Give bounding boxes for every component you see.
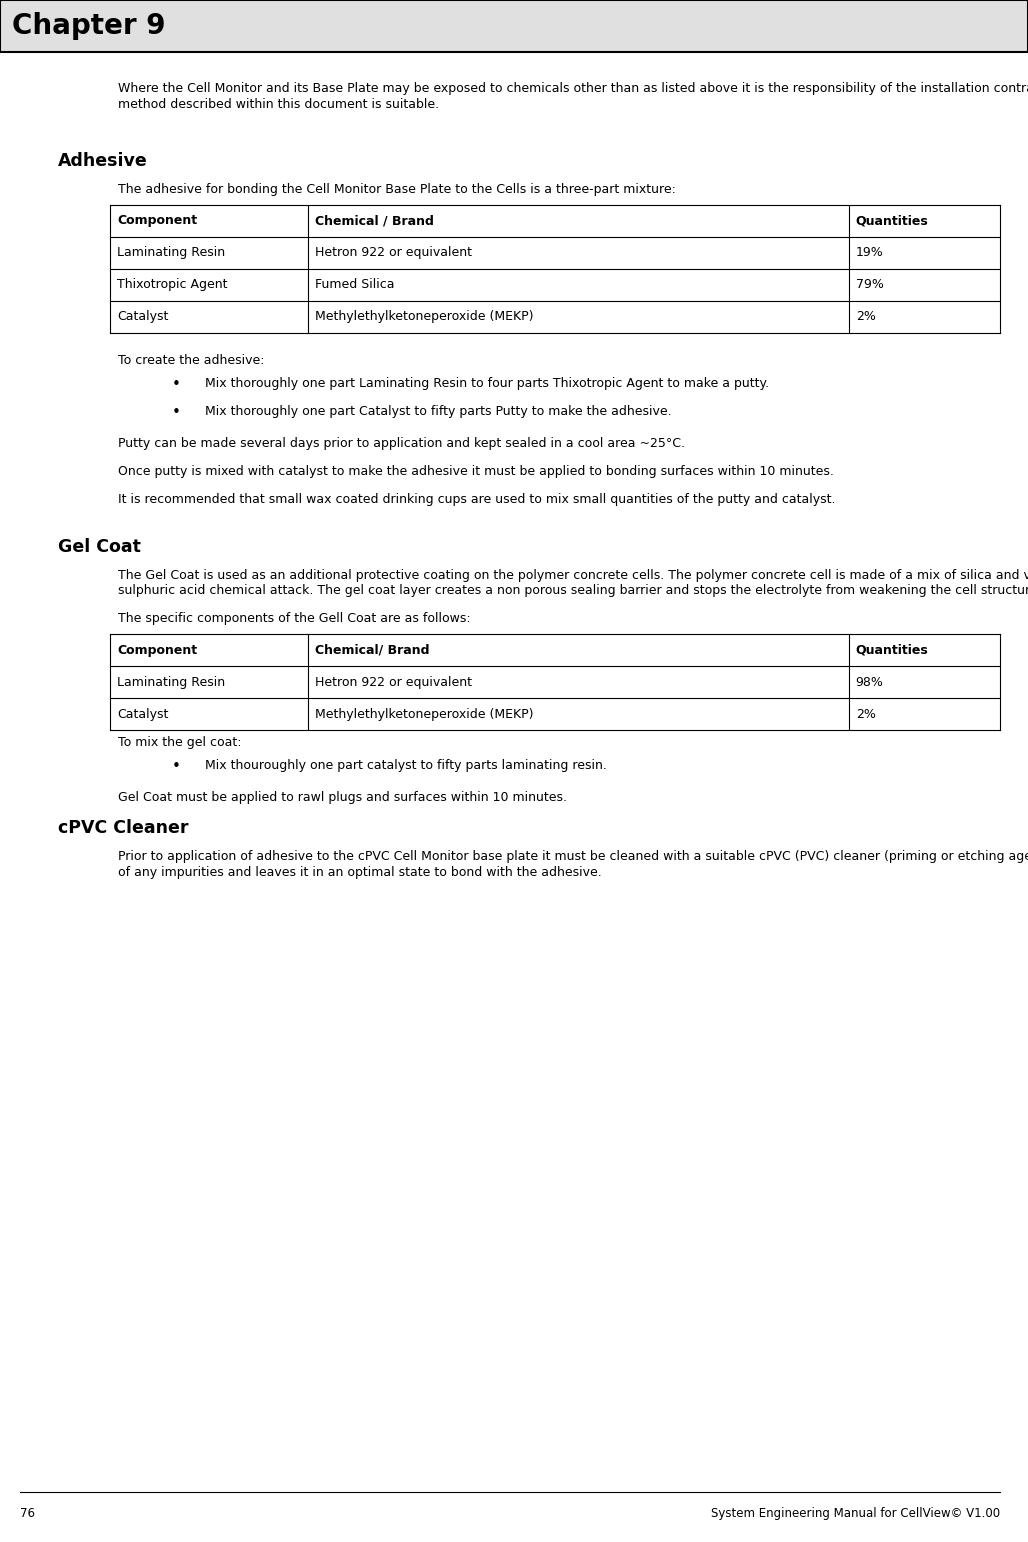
Text: The adhesive for bonding the Cell Monitor Base Plate to the Cells is a three-par: The adhesive for bonding the Cell Monito… xyxy=(118,183,675,196)
Text: Adhesive: Adhesive xyxy=(58,151,148,170)
Text: cPVC Cleaner: cPVC Cleaner xyxy=(58,819,188,837)
Text: To mix the gel coat:: To mix the gel coat: xyxy=(118,736,242,749)
Text: 76: 76 xyxy=(20,1507,35,1520)
Text: 2%: 2% xyxy=(855,310,876,322)
Text: Where the Cell Monitor and its Base Plate may be exposed to chemicals other than: Where the Cell Monitor and its Base Plat… xyxy=(118,82,1028,96)
Text: Laminating Resin: Laminating Resin xyxy=(117,247,225,259)
Text: sulphuric acid chemical attack. The gel coat layer creates a non porous sealing : sulphuric acid chemical attack. The gel … xyxy=(118,584,1028,597)
Text: Hetron 922 or equivalent: Hetron 922 or equivalent xyxy=(315,247,472,259)
Text: Quantities: Quantities xyxy=(855,643,928,657)
Text: Chemical / Brand: Chemical / Brand xyxy=(315,214,434,227)
Text: Hetron 922 or equivalent: Hetron 922 or equivalent xyxy=(315,675,472,689)
Text: 98%: 98% xyxy=(855,675,884,689)
Text: Methylethylketoneperoxide (MEKP): Methylethylketoneperoxide (MEKP) xyxy=(315,708,534,720)
Text: Component: Component xyxy=(117,214,197,227)
Text: of any impurities and leaves it in an optimal state to bond with the adhesive.: of any impurities and leaves it in an op… xyxy=(118,865,601,879)
Text: Gel Coat: Gel Coat xyxy=(58,538,141,555)
Text: Chemical/ Brand: Chemical/ Brand xyxy=(315,643,429,657)
Text: Mix thoroughly one part Catalyst to fifty parts Putty to make the adhesive.: Mix thoroughly one part Catalyst to fift… xyxy=(205,404,671,418)
Text: Catalyst: Catalyst xyxy=(117,708,169,720)
Text: Laminating Resin: Laminating Resin xyxy=(117,675,225,689)
Text: System Engineering Manual for CellView© V1.00: System Engineering Manual for CellView© … xyxy=(711,1507,1000,1520)
Text: The specific components of the Gell Coat are as follows:: The specific components of the Gell Coat… xyxy=(118,612,471,626)
Text: Methylethylketoneperoxide (MEKP): Methylethylketoneperoxide (MEKP) xyxy=(315,310,534,322)
Text: 19%: 19% xyxy=(855,247,883,259)
Text: Thixotropic Agent: Thixotropic Agent xyxy=(117,278,227,291)
Text: method described within this document is suitable.: method described within this document is… xyxy=(118,97,439,111)
Text: Chapter 9: Chapter 9 xyxy=(12,12,166,40)
Text: •: • xyxy=(172,759,181,774)
Text: Gel Coat must be applied to rawl plugs and surfaces within 10 minutes.: Gel Coat must be applied to rawl plugs a… xyxy=(118,791,567,803)
Text: Mix thoroughly one part Laminating Resin to four parts Thixotropic Agent to make: Mix thoroughly one part Laminating Resin… xyxy=(205,376,769,390)
Text: 79%: 79% xyxy=(855,278,884,291)
Text: Putty can be made several days prior to application and kept sealed in a cool ar: Putty can be made several days prior to … xyxy=(118,436,685,450)
Text: Once putty is mixed with catalyst to make the adhesive it must be applied to bon: Once putty is mixed with catalyst to mak… xyxy=(118,464,834,478)
Text: 2%: 2% xyxy=(855,708,876,720)
Text: •: • xyxy=(172,376,181,392)
Text: Component: Component xyxy=(117,643,197,657)
Text: It is recommended that small wax coated drinking cups are used to mix small quan: It is recommended that small wax coated … xyxy=(118,493,836,506)
Text: Fumed Silica: Fumed Silica xyxy=(315,278,394,291)
Bar xyxy=(0,0,1028,52)
Text: Catalyst: Catalyst xyxy=(117,310,169,322)
Text: The Gel Coat is used as an additional protective coating on the polymer concrete: The Gel Coat is used as an additional pr… xyxy=(118,569,1028,581)
Text: Quantities: Quantities xyxy=(855,214,928,227)
Text: Prior to application of adhesive to the cPVC Cell Monitor base plate it must be : Prior to application of adhesive to the … xyxy=(118,850,1028,864)
Text: •: • xyxy=(172,404,181,419)
Text: Mix thouroughly one part catalyst to fifty parts laminating resin.: Mix thouroughly one part catalyst to fif… xyxy=(205,759,607,773)
Text: To create the adhesive:: To create the adhesive: xyxy=(118,353,264,367)
